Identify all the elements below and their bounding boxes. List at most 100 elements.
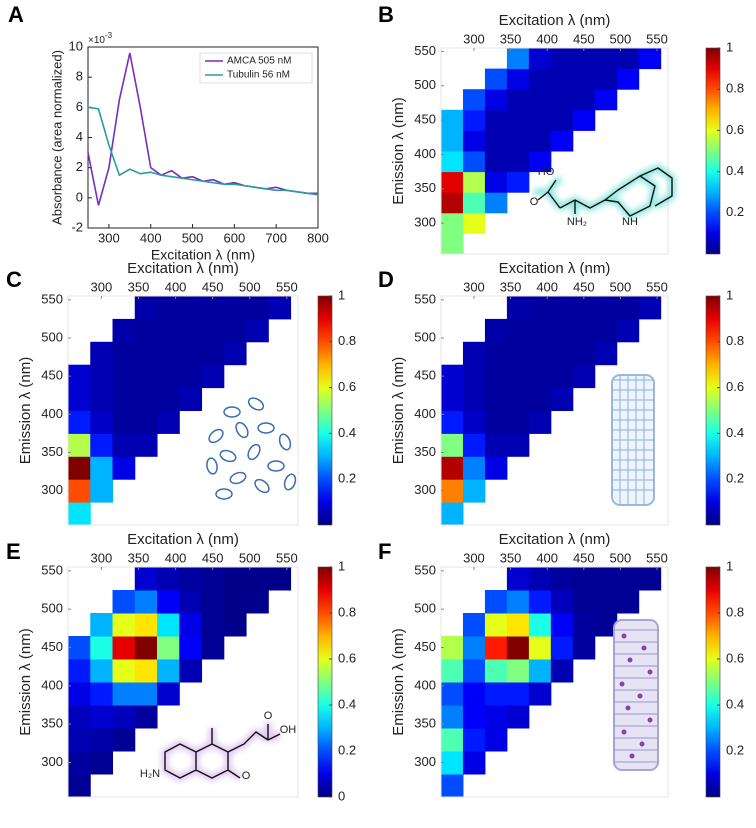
y-tick-label: 350 [414,180,436,195]
heatmap-cell [572,613,596,637]
heatmap-cell [484,171,508,193]
heatmap-cell [528,130,552,152]
heatmap-cell [90,728,114,752]
y-tick-label: 500 [41,329,63,344]
heatmap-cell [68,456,91,480]
x-tick-label: 300 [98,230,120,245]
y-tick-label: 450 [41,639,63,654]
x-tick-label: 500 [239,279,261,294]
heatmap-cell [112,705,136,729]
x-axis-label: Excitation λ (nm) [151,247,255,263]
heatmap-cell [550,567,574,591]
heatmap-cell [179,296,203,320]
heatmap-cell [506,705,530,729]
heatmap-cell [157,682,180,706]
x-tick-label: 400 [536,31,558,46]
x-tick-label: 500 [610,550,632,565]
heatmap-cell [484,613,508,637]
colorbar-tick-label: 0.6 [726,122,744,137]
heatmap-cell [572,364,596,389]
colorbar [705,566,721,798]
heatmap-cell [112,682,136,706]
x-tick-label: 450 [573,31,595,46]
heatmap-cell [550,89,574,111]
heatmap-cell [638,48,662,70]
x-tick-label: 300 [91,550,113,565]
heatmap-cell [550,341,574,366]
x-tick-label: 550 [646,31,668,46]
heatmap-cell [616,48,640,70]
heatmap-cell [90,636,114,660]
heatmap-cell [441,456,464,480]
heatmap-cell [441,774,464,798]
y-tick-label: 500 [414,77,436,92]
heatmap-cell [134,318,158,343]
heatmap-cell [462,479,486,503]
heatmap-cell [462,130,486,152]
heatmap-cell [572,68,596,90]
colorbar-tick-label: 0.2 [726,742,744,757]
heatmap-cell [484,68,508,90]
colorbar-tick-label: 1 [726,39,733,54]
heatmap-cell [68,705,91,729]
y-tick-label: 550 [41,291,63,306]
colorbar-tick-label: 0.8 [726,81,744,96]
heatmap-cell [484,410,508,434]
colorbar-tick-label: 0.8 [338,333,356,348]
colorbar-tick-label: 0.4 [726,696,744,711]
heatmap-cell [484,705,508,729]
particles-illustration [206,397,297,500]
heatmap-cell [484,636,508,660]
heatmap-cell [506,410,530,434]
heatmap-cell [506,387,530,411]
heatmap-cell [484,433,508,457]
heatmap-cell [462,151,486,173]
heatmap-cell [441,109,464,131]
heatmap-cell [484,590,508,614]
heatmap-cell [528,636,552,660]
heatmap-cell [441,151,464,173]
heatmap-cell [441,659,464,683]
heatmap-cell [179,318,203,343]
y-tick-label: 500 [414,329,436,344]
heatmap-cell [462,728,486,752]
x-tick-label: 500 [610,279,632,294]
heatmap-cell [441,387,464,411]
heatmap-cell [201,613,225,637]
x-tick-label: 500 [239,550,261,565]
heatmap-cell [484,341,508,366]
molecule-label: OH [280,724,297,736]
heatmap-cell [68,387,91,411]
heatmap-cell [594,89,618,111]
heatmap-cell [68,410,91,434]
heatmap-cell [112,613,136,637]
heatmap-cell [134,341,158,366]
heatmap-cell [112,456,136,480]
y-multiplier: ×10-3 [88,31,113,46]
heatmap-cell [157,659,180,683]
colorbar-tick-label: 0.2 [338,742,356,757]
heatmap-cell [134,364,158,389]
heatmap-cell [506,659,530,683]
x-tick-label: 350 [500,550,522,565]
x-axis-label: Excitation λ (nm) [499,12,611,29]
y-tick-label: 550 [414,43,436,58]
heatmap-cell [484,364,508,389]
heatmap-cell [441,636,464,660]
x-tick-label: 450 [202,279,224,294]
heatmap-cell [157,318,180,343]
colorbar-tick-label: 1 [726,287,733,302]
y-tick-label: 400 [41,677,63,692]
heatmap-cell [572,109,596,131]
colorbar-tick-label: 0.8 [338,604,356,619]
heatmap-cell [528,48,552,70]
y-tick-label: 400 [414,677,436,692]
colorbar-tick-label: 0.4 [726,163,744,178]
heatmap-cell [134,387,158,411]
panel-label: E [6,539,21,564]
heatmap-cell [441,171,464,193]
y-tick-label: 350 [41,444,63,459]
heatmap-cell [528,659,552,683]
heatmap-cell [112,659,136,683]
heatmap-cell [462,89,486,111]
